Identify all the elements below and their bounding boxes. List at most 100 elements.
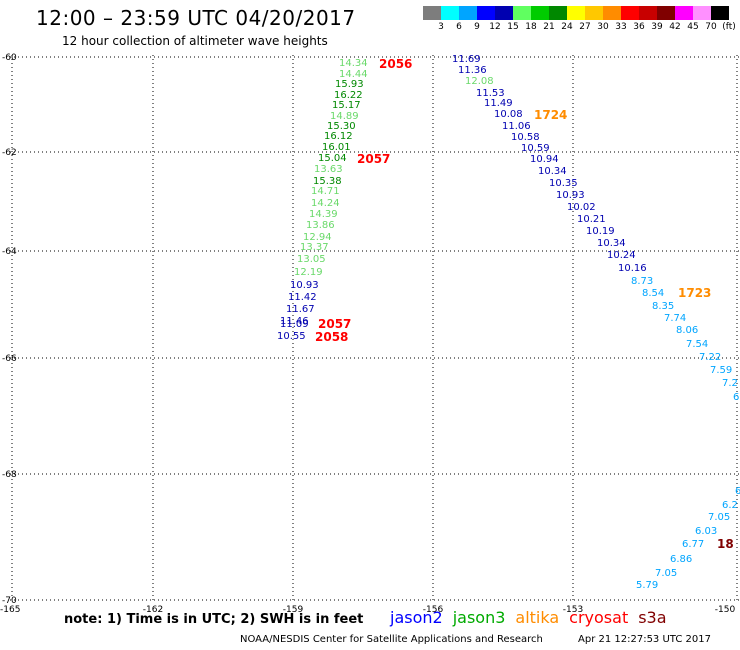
wave-height-value: 15.38 bbox=[313, 176, 342, 187]
legend-swatch bbox=[513, 6, 531, 20]
legend-swatch bbox=[423, 6, 441, 20]
latitude-label: -70 bbox=[2, 596, 17, 606]
pass-time-label: 18 bbox=[717, 537, 734, 551]
wave-height-value: 10.02 bbox=[567, 202, 596, 213]
wave-height-value: 14.39 bbox=[309, 209, 338, 220]
wave-height-value: 6.03 bbox=[695, 526, 717, 537]
wave-height-value: 7.74 bbox=[664, 313, 686, 324]
wave-height-value: 8.73 bbox=[631, 276, 653, 287]
wave-height-value: 12.94 bbox=[303, 232, 332, 243]
wave-height-value: 13.05 bbox=[297, 254, 326, 265]
legend-label: 39 bbox=[651, 22, 663, 32]
longitude-label: -162 bbox=[143, 605, 163, 615]
generated-timestamp: Apr 21 12:27:53 UTC 2017 bbox=[578, 634, 711, 645]
footnote: note: 1) Time is in UTC; 2) SWH is in fe… bbox=[64, 612, 364, 627]
wave-height-value: 10.19 bbox=[586, 226, 615, 237]
legend-label: 30 bbox=[597, 22, 609, 32]
wave-height-observations: 14.3414.4415.9316.2215.1714.8915.3016.12… bbox=[277, 54, 740, 591]
legend-label: 33 bbox=[615, 22, 627, 32]
pass-time-label: 2057 bbox=[357, 152, 390, 166]
map-subtitle: 12 hour collection of altimeter wave hei… bbox=[62, 34, 328, 48]
wave-height-value: 13.37 bbox=[300, 242, 329, 253]
wave-height-value: 6.86 bbox=[670, 554, 692, 565]
wave-height-value: 14.24 bbox=[311, 198, 340, 209]
pass-time-label: 1723 bbox=[678, 286, 711, 300]
wave-height-value: 14.34 bbox=[339, 58, 368, 69]
legend-label: 3 bbox=[438, 22, 444, 32]
legend-swatch bbox=[639, 6, 657, 20]
legend-label: 42 bbox=[669, 22, 681, 32]
wave-height-value: 11.49 bbox=[484, 98, 513, 109]
wave-height-value: 13.86 bbox=[306, 220, 335, 231]
wave-height-value: 16.12 bbox=[324, 131, 353, 142]
wave-height-value: 15.04 bbox=[318, 153, 347, 164]
pass-time-label: 1724 bbox=[534, 108, 567, 122]
wave-height-value: 10.59 bbox=[521, 143, 550, 154]
wave-height-value: 12.19 bbox=[294, 267, 323, 278]
latitude-label: -66 bbox=[2, 354, 17, 364]
longitude-label: -153 bbox=[563, 605, 583, 615]
wave-height-value: 11.46 bbox=[280, 316, 309, 327]
legend-swatch bbox=[621, 6, 639, 20]
wave-height-value: 11.06 bbox=[502, 121, 531, 132]
latitude-label: -60 bbox=[2, 53, 17, 63]
wave-height-value: 10.34 bbox=[597, 238, 626, 249]
legend-swatch bbox=[711, 6, 729, 20]
wave-height-value: 12.08 bbox=[465, 76, 494, 87]
wave-height-value: 7.59 bbox=[710, 365, 732, 376]
wave-height-value: 11.36 bbox=[458, 65, 487, 76]
wave-height-value: 15.17 bbox=[332, 100, 361, 111]
latitude-labels: -60 -62 -64 -66 -68 -70 bbox=[2, 53, 17, 606]
wave-height-value: 6 bbox=[733, 392, 739, 403]
legend-label: 15 bbox=[507, 22, 519, 32]
wave-height-value: 8.54 bbox=[642, 288, 664, 299]
legend-label: 27 bbox=[579, 22, 591, 32]
legend-swatch bbox=[603, 6, 621, 20]
satellite-cryosat: cryosat bbox=[569, 608, 629, 627]
legend-label: 24 bbox=[561, 22, 573, 32]
wave-height-value: 11.69 bbox=[452, 54, 481, 65]
legend-label: 12 bbox=[489, 22, 501, 32]
wave-height-value: 11.09 bbox=[280, 319, 309, 330]
wave-height-value: 7.22 bbox=[699, 352, 721, 363]
wave-height-value: 15.30 bbox=[327, 121, 356, 132]
color-scale-legend bbox=[423, 6, 729, 20]
wave-height-value: 11.67 bbox=[286, 304, 315, 315]
legend-swatch bbox=[441, 6, 459, 20]
wave-height-value: 14.89 bbox=[330, 111, 359, 122]
wave-height-value: 10.34 bbox=[538, 166, 567, 177]
wave-height-value: 10.93 bbox=[290, 280, 319, 291]
wave-height-value: 10.58 bbox=[511, 132, 540, 143]
wave-height-value: 11.53 bbox=[476, 88, 505, 99]
legend-label: (ft) bbox=[722, 22, 736, 32]
wave-height-value: 16.22 bbox=[334, 90, 363, 101]
legend-swatch bbox=[675, 6, 693, 20]
wave-height-value: 10.08 bbox=[494, 109, 523, 120]
longitude-labels: -165 -162 -159 -156 -153 -150 bbox=[0, 605, 735, 615]
longitude-label: -156 bbox=[423, 605, 444, 615]
wave-height-value: 8.35 bbox=[652, 301, 674, 312]
wave-height-value: 13.63 bbox=[314, 164, 343, 175]
pass-time-label: 2058 bbox=[315, 330, 348, 344]
wave-height-value: 14.44 bbox=[339, 69, 368, 80]
wave-height-value: 10.35 bbox=[549, 178, 578, 189]
legend-swatch bbox=[495, 6, 513, 20]
legend-label: 21 bbox=[543, 22, 555, 32]
wave-height-value: 7.2 bbox=[722, 378, 738, 389]
wave-height-value: 6 bbox=[735, 486, 740, 497]
legend-swatch bbox=[549, 6, 567, 20]
wave-height-value: 6.2 bbox=[722, 500, 738, 511]
wave-height-value: 7.05 bbox=[655, 568, 677, 579]
legend-label: 45 bbox=[687, 22, 699, 32]
wave-height-value: 16.01 bbox=[322, 142, 351, 153]
legend-swatch bbox=[567, 6, 585, 20]
legend-swatch bbox=[657, 6, 675, 20]
longitude-label: -150 bbox=[715, 605, 736, 615]
wave-height-value: 10.94 bbox=[530, 154, 559, 165]
satellite-s3a: s3a bbox=[638, 608, 667, 627]
legend-label: 9 bbox=[474, 22, 480, 32]
wave-height-value: 11.42 bbox=[288, 292, 317, 303]
satellite-jason3: jason3 bbox=[452, 608, 506, 627]
